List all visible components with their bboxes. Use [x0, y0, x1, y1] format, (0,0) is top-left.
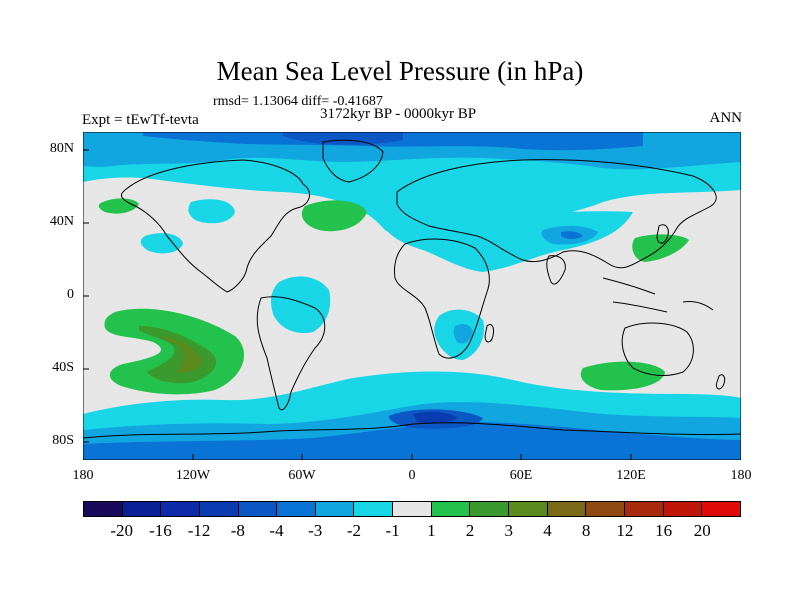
lon-label: 120E	[616, 468, 646, 483]
colorbar-label: -3	[308, 521, 323, 540]
colorbar-swatch	[354, 502, 394, 516]
south-pacific-high-core	[159, 336, 203, 373]
lat-label: 0	[67, 287, 74, 302]
colorbar-label: 20	[693, 521, 711, 540]
colorbar-label: -8	[230, 521, 245, 540]
colorbar-swatch	[277, 502, 316, 516]
colorbar-label: -20	[110, 521, 134, 540]
colorbar-swatch	[238, 502, 278, 516]
colorbar-label: 4	[543, 521, 552, 540]
arctic-core	[283, 132, 403, 145]
colorbar-swatch	[199, 502, 239, 516]
lat-label: 80N	[49, 141, 74, 156]
colorbar-label: -16	[149, 521, 172, 540]
colorbar-swatch	[509, 502, 548, 516]
colorbar-label: 8	[581, 521, 591, 540]
north-pacific-light-patch	[140, 233, 183, 254]
colorbar-swatch	[547, 502, 587, 516]
south-indian-high	[580, 361, 665, 391]
south-africa-core	[453, 324, 473, 344]
colorbar-swatch	[663, 502, 703, 516]
lon-label: 0	[408, 468, 416, 483]
colorbar-label: -2	[346, 521, 362, 540]
colorbar-label: 3	[504, 521, 514, 540]
period-label: 3172kyr BP - 0000kyr BP	[320, 106, 477, 122]
colorbar-swatch	[624, 502, 664, 516]
colorbar-swatch	[315, 502, 355, 516]
antarctic-low-deep	[413, 411, 457, 424]
map-ticks	[83, 149, 632, 460]
colorbar-label: 2	[465, 521, 475, 540]
colorbar	[83, 501, 741, 517]
lon-label: 60W	[288, 468, 316, 483]
colorbar-label: -4	[269, 521, 284, 540]
lon-label: 60E	[509, 468, 533, 483]
north-atlantic-high	[301, 200, 367, 232]
colorbar-swatch	[586, 502, 625, 516]
colorbar-swatch	[470, 502, 510, 516]
lat-label: 40N	[49, 214, 74, 229]
colorbar-swatch	[431, 502, 471, 516]
colorbar-swatch	[702, 502, 740, 516]
north-pacific-high	[98, 198, 139, 214]
season-label: ANN	[709, 110, 743, 126]
map-title: Mean Sea Level Pressure (in hPa)	[216, 56, 584, 86]
colorbar-label: 12	[616, 521, 634, 540]
lon-label: 120W	[175, 468, 211, 483]
lon-label: 180	[72, 468, 94, 483]
lat-label: 40S	[52, 360, 74, 375]
colorbar-swatch	[393, 502, 432, 516]
colorbar-swatch	[84, 502, 123, 516]
south-america-light-patch	[271, 276, 331, 334]
colorbar-swatch	[161, 502, 200, 516]
stats-line: rmsd= 1.13064 diff= -0.41687	[213, 94, 383, 109]
colorbar-label: 1	[427, 521, 436, 540]
colorbar-label: 16	[655, 521, 673, 540]
experiment-label: Expt = tEwTf-tevta	[82, 112, 199, 128]
lat-label: 80S	[52, 433, 74, 448]
pressure-anomaly-map	[83, 132, 741, 460]
southern-ocean-dark	[83, 422, 741, 460]
colorbar-label: -1	[385, 521, 400, 540]
coastlines	[83, 139, 741, 439]
north-america-light-patch	[188, 199, 235, 224]
colorbar-swatch	[122, 502, 162, 516]
lon-label: 180	[730, 468, 752, 483]
asia-dark-core	[561, 231, 583, 239]
south-pacific-high-mid	[139, 326, 217, 384]
colorbar-label: -12	[187, 521, 211, 540]
